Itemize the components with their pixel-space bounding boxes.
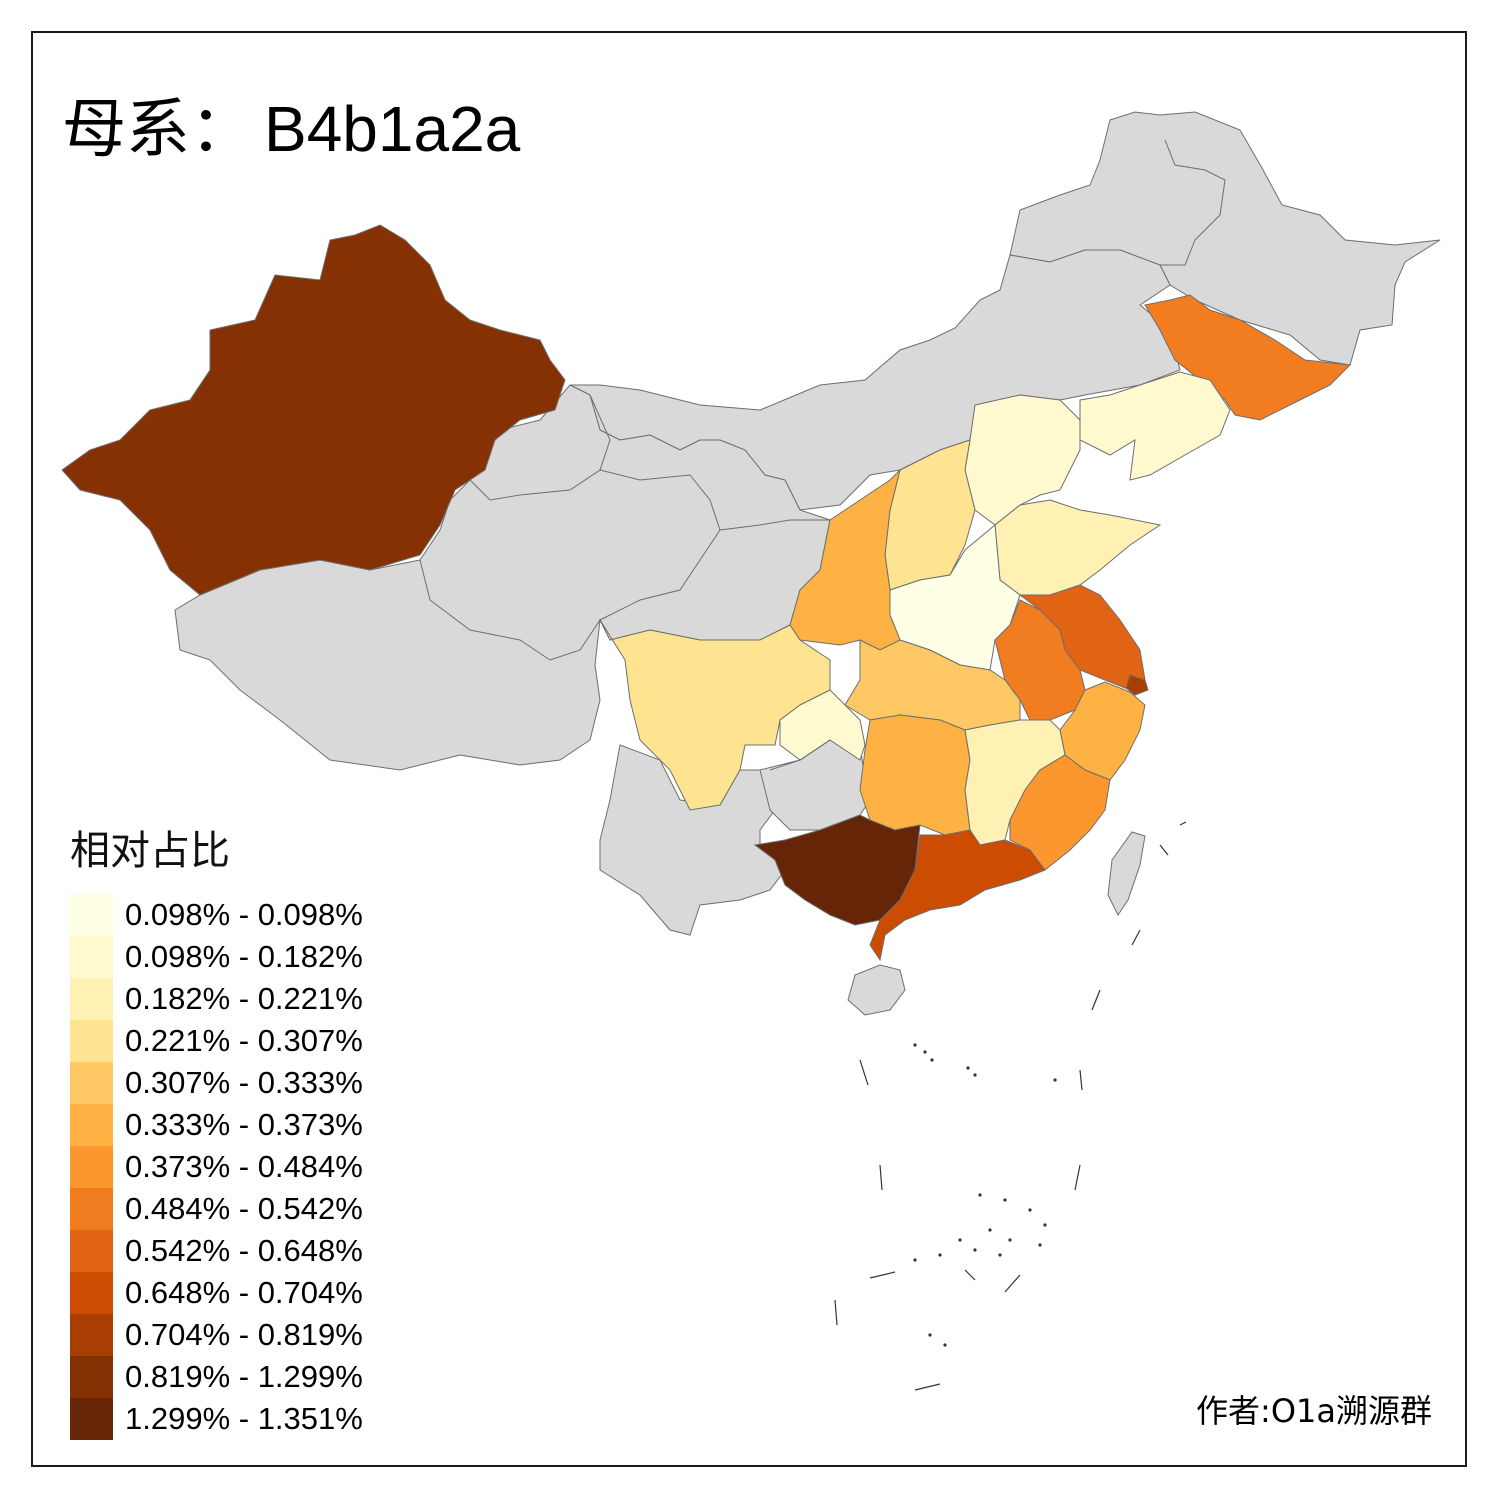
legend-item: 0.484% - 0.542% <box>70 1188 363 1230</box>
region-hunan <box>859 714 971 836</box>
legend-swatch <box>70 1272 113 1314</box>
map-title: 母系： B4b1a2a <box>62 78 520 170</box>
author-credit: 作者:O1a溯源群 <box>1196 1392 1432 1430</box>
legend-label: 0.648% - 0.704% <box>125 1275 363 1310</box>
legend-label: 0.182% - 0.221% <box>125 981 363 1016</box>
map-frame <box>31 31 1467 1467</box>
legend-item: 0.819% - 1.299% <box>70 1356 363 1398</box>
legend-label: 0.484% - 0.542% <box>125 1191 363 1226</box>
region-chongqing <box>779 689 866 761</box>
legend-label: 0.704% - 0.819% <box>125 1317 363 1352</box>
island-dots <box>913 1043 1057 1347</box>
region-liaoning <box>1079 371 1231 481</box>
legend-swatch <box>70 936 113 978</box>
legend-swatch <box>70 1146 113 1188</box>
legend-rows: 0.098% - 0.098% 0.098% - 0.182% 0.182% - 0… <box>70 894 363 1440</box>
legend-label: 0.098% - 0.182% <box>125 939 363 974</box>
legend-title: 相对占比 <box>70 828 230 874</box>
region-zhejiang <box>1059 681 1146 781</box>
legend-item: 0.373% - 0.484% <box>70 1146 363 1188</box>
region-guangxi <box>753 814 921 926</box>
legend-item: 0.333% - 0.373% <box>70 1104 363 1146</box>
legend-label: 0.373% - 0.484% <box>125 1149 363 1184</box>
region-taiwan <box>1107 831 1146 916</box>
legend-label: 1.299% - 1.351% <box>125 1401 363 1436</box>
region-hainan <box>847 964 906 1016</box>
region-shanghai <box>1125 674 1149 696</box>
legend-item: 0.648% - 0.704% <box>70 1272 363 1314</box>
region-xinjiang <box>61 224 566 596</box>
legend: 相对占比 0.098% - 0.098% 0.098% - 0.182% 0.182… <box>70 818 363 1440</box>
legend-swatch <box>70 894 113 936</box>
region-anhui <box>994 599 1086 721</box>
legend-swatch <box>70 1188 113 1230</box>
legend-swatch <box>70 1230 113 1272</box>
legend-swatch <box>70 1062 113 1104</box>
south-china-sea-islands <box>834 821 1187 1391</box>
legend-label: 0.542% - 0.648% <box>125 1233 363 1268</box>
legend-item: 0.221% - 0.307% <box>70 1020 363 1062</box>
legend-item: 0.098% - 0.098% <box>70 894 363 936</box>
region-jilin <box>1144 294 1352 421</box>
region-fujian <box>1009 754 1111 871</box>
legend-label: 0.307% - 0.333% <box>125 1065 363 1100</box>
legend-label: 0.819% - 1.299% <box>125 1359 363 1394</box>
legend-label: 0.221% - 0.307% <box>125 1023 363 1058</box>
legend-swatch <box>70 1104 113 1146</box>
legend-item: 0.542% - 0.648% <box>70 1230 363 1272</box>
legend-item: 1.299% - 1.351% <box>70 1398 363 1440</box>
legend-swatch <box>70 978 113 1020</box>
legend-label: 0.098% - 0.098% <box>125 897 363 932</box>
legend-swatch <box>70 1356 113 1398</box>
region-shandong <box>994 499 1162 596</box>
region-hubei <box>844 639 1021 731</box>
legend-item: 0.307% - 0.333% <box>70 1062 363 1104</box>
legend-label: 0.333% - 0.373% <box>125 1107 363 1142</box>
legend-swatch <box>70 1314 113 1356</box>
boundary-lines <box>419 139 1226 771</box>
legend-swatch <box>70 1020 113 1062</box>
title-haplogroup: B4b1a2a <box>264 93 521 165</box>
legend-item: 0.704% - 0.819% <box>70 1314 363 1356</box>
title-prefix: 母系： <box>62 93 254 167</box>
legend-swatch <box>70 1398 113 1440</box>
legend-item: 0.098% - 0.182% <box>70 936 363 978</box>
legend-item: 0.182% - 0.221% <box>70 978 363 1020</box>
